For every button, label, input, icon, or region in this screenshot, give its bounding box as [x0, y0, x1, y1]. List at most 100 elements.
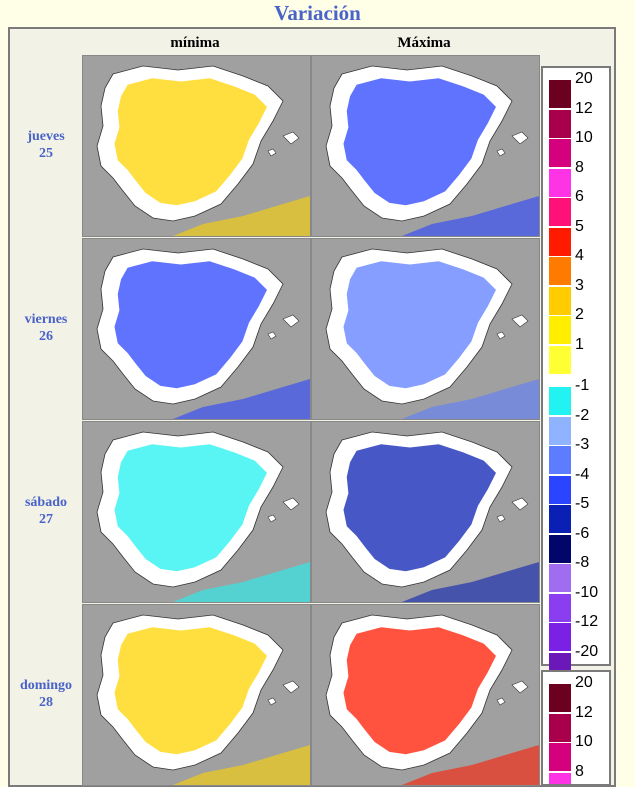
legend-label: 8	[575, 762, 584, 780]
legend-swatch	[549, 168, 571, 197]
legend-label: 12	[575, 99, 593, 117]
anomaly-region	[343, 444, 496, 572]
map-viernes-minima[interactable]	[82, 238, 311, 420]
legend-label: -20	[575, 642, 599, 660]
peninsula-map-graphic	[312, 239, 539, 419]
day-date: 25	[39, 146, 53, 161]
legend-label: 20	[575, 674, 593, 691]
legend-swatch	[549, 316, 571, 344]
legend-swatch	[549, 80, 571, 108]
legend-swatch	[549, 227, 571, 256]
balearic-islands	[267, 680, 300, 706]
map-domingo-minima[interactable]	[82, 604, 311, 786]
color-legend: 20 12 10 8 6 5 4 3 2 1 -1 -2 -3 -4 -5 -6 -8 -10 -12 -20	[541, 66, 611, 681]
day-date: 28	[39, 695, 53, 710]
legend-label: 8	[575, 158, 584, 176]
anomaly-region	[343, 78, 496, 206]
map-jueves-minima[interactable]	[82, 55, 311, 237]
legend-swatch	[549, 109, 571, 138]
legend-label: -10	[575, 583, 599, 601]
map-sabado-maxima[interactable]	[311, 421, 540, 603]
north-africa-coast	[402, 196, 539, 236]
legend-swatch	[549, 257, 571, 285]
page-title: Variación	[274, 1, 361, 25]
legend-label: -8	[575, 554, 590, 571]
legend-swatch	[549, 593, 571, 622]
balearic-islands	[496, 131, 529, 157]
legend-swatch	[549, 623, 571, 651]
legend-label: -2	[575, 406, 590, 424]
anomaly-region	[114, 261, 267, 389]
north-africa-coast	[173, 745, 310, 785]
legend-swatch	[549, 713, 571, 742]
row-label-viernes: viernes 26	[10, 311, 82, 345]
legend-swatch	[549, 446, 571, 474]
legend-label: -1	[575, 377, 590, 394]
legend-label: 10	[575, 733, 593, 750]
map-viernes-maxima[interactable]	[311, 238, 540, 420]
peninsula-map-graphic	[312, 422, 539, 602]
day-name: domingo	[19, 678, 73, 693]
north-africa-coast	[402, 379, 539, 419]
north-africa-coast	[173, 379, 310, 419]
legend-label: 5	[575, 217, 584, 235]
legend-label: -12	[575, 613, 599, 630]
legend-swatch	[549, 684, 571, 712]
map-sabado-minima[interactable]	[82, 421, 311, 603]
legend-label: -5	[575, 495, 590, 512]
legend-swatch	[549, 743, 571, 771]
balearic-islands	[496, 680, 529, 706]
legend-swatch	[549, 198, 571, 226]
legend-label: 4	[575, 247, 584, 264]
north-africa-coast	[402, 745, 539, 785]
day-date: 27	[39, 512, 53, 527]
map-jueves-maxima[interactable]	[311, 55, 540, 237]
legend-label: 20	[575, 70, 593, 87]
legend-label: 12	[575, 703, 593, 721]
legend-swatch	[549, 564, 571, 592]
peninsula-map-graphic	[312, 56, 539, 236]
legend-label: -4	[575, 465, 590, 483]
balearic-islands	[267, 131, 300, 157]
legend-label: 6	[575, 188, 584, 205]
legend-swatch	[549, 387, 571, 415]
peninsula-map-graphic	[83, 422, 310, 602]
row-label-domingo: domingo 28	[10, 677, 82, 711]
peninsula-map-graphic	[83, 56, 310, 236]
legend-swatch	[549, 534, 571, 563]
legend-label: 3	[575, 276, 584, 294]
day-name: sábado	[24, 495, 68, 510]
legend-swatch	[549, 505, 571, 533]
column-header-min: mínima	[170, 35, 220, 51]
color-legend-repeat: 20 12 10 8	[541, 670, 611, 786]
north-africa-coast	[402, 562, 539, 602]
anomaly-region	[114, 444, 267, 572]
legend-swatch	[549, 345, 571, 374]
legend-label: -3	[575, 436, 590, 453]
day-date: 26	[39, 329, 53, 344]
north-africa-coast	[173, 196, 310, 236]
peninsula-map-graphic	[83, 239, 310, 419]
peninsula-map-graphic	[312, 605, 539, 785]
day-name: jueves	[27, 129, 65, 144]
balearic-islands	[267, 497, 300, 523]
legend-swatch	[549, 772, 571, 784]
balearic-islands	[496, 314, 529, 340]
row-label-jueves: jueves 25	[10, 128, 82, 162]
row-label-sabado: sábado 27	[10, 494, 82, 528]
map-domingo-maxima[interactable]	[311, 604, 540, 786]
peninsula-map-graphic	[83, 605, 310, 785]
legend-swatch	[549, 139, 571, 167]
legend-label: 1	[575, 335, 584, 353]
legend-swatch	[549, 475, 571, 504]
column-header-max: Máxima	[397, 35, 451, 51]
balearic-islands	[496, 497, 529, 523]
balearic-islands	[267, 314, 300, 340]
north-africa-coast	[173, 562, 310, 602]
anomaly-region	[343, 261, 496, 389]
legend-swatch	[549, 416, 571, 445]
legend-label: 2	[575, 306, 584, 323]
legend-label: 10	[575, 129, 593, 146]
legend-label: -6	[575, 524, 590, 542]
day-name: viernes	[24, 312, 68, 327]
